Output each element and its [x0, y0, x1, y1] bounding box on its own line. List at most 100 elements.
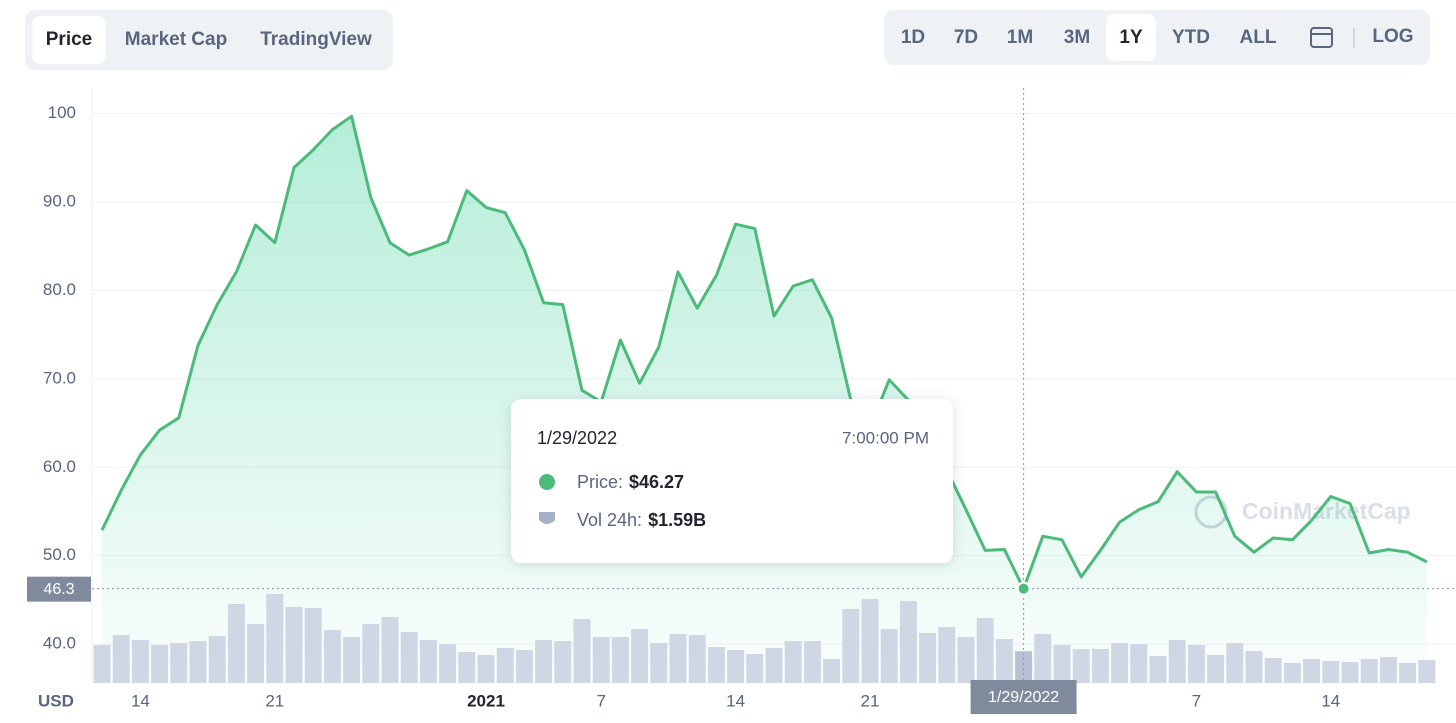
x-tick-label: 21 — [265, 691, 284, 710]
range-tab[interactable]: YTD — [1172, 27, 1210, 48]
volume-bar — [304, 608, 322, 683]
volume-bar — [1245, 651, 1263, 683]
volume-bar — [1168, 640, 1186, 683]
volume-bar — [1130, 644, 1148, 683]
view-tab[interactable]: TradingView — [260, 29, 372, 50]
range-tab[interactable]: ALL — [1240, 27, 1277, 48]
crosshair-label: 46.3 — [43, 581, 74, 598]
volume-bar — [1034, 634, 1052, 683]
x-hover-box — [970, 680, 1077, 714]
active-range — [1106, 14, 1156, 61]
volume-bar — [746, 654, 764, 683]
volume-bar — [1360, 659, 1378, 683]
tooltip-price-value: $46.27 — [629, 472, 684, 492]
volume-bar — [880, 629, 898, 683]
tooltip-date: 1/29/2022 — [537, 428, 617, 448]
volume-bar — [803, 641, 821, 683]
view-tabs — [25, 10, 393, 70]
volume-bar — [919, 633, 937, 683]
volume-bar — [247, 624, 265, 683]
volume-bar — [611, 637, 629, 683]
y-tick-label: 40.0 — [43, 634, 76, 653]
volume-bar — [592, 637, 610, 683]
y-tick-label: 90.0 — [43, 192, 76, 211]
volume-bar — [477, 655, 495, 683]
volume-bar — [515, 650, 533, 683]
volume-bar — [1399, 663, 1417, 683]
x-tick-label: 14 — [131, 691, 150, 710]
log-button[interactable]: LOG — [1372, 26, 1413, 47]
range-tab[interactable]: 1Y — [1119, 27, 1143, 48]
volume-bar — [400, 632, 418, 683]
range-tab[interactable]: 3M — [1064, 27, 1090, 48]
tooltip-vol-icon — [539, 512, 555, 524]
overlay: 1/29/2022 46.3 1/29/2022 7:00:00 PM Price: $4… — [27, 88, 1456, 714]
volume-bar — [362, 624, 380, 683]
volume-bar — [1072, 649, 1090, 683]
volume-bar — [227, 604, 245, 683]
volume-bar — [1207, 655, 1225, 683]
volume-bar — [765, 648, 783, 683]
x-tick-label: 7 — [1192, 691, 1201, 710]
volume-bar — [1283, 663, 1301, 683]
volume-bar — [727, 650, 745, 683]
tooltip — [511, 399, 953, 563]
volume-bar — [1015, 651, 1033, 683]
volume-bar — [112, 635, 130, 683]
volume-bar — [784, 641, 802, 683]
volume-bar — [343, 637, 361, 683]
volume-bar — [861, 599, 879, 683]
y-tick-label: 80.0 — [43, 280, 76, 299]
volume-bar — [631, 629, 649, 683]
calendar-icon[interactable] — [1310, 27, 1333, 48]
volume-bar — [1111, 643, 1129, 683]
volume-bar — [899, 601, 917, 683]
volume-bar — [1341, 662, 1359, 683]
volume-bar — [995, 639, 1013, 683]
volume-bar — [266, 594, 284, 683]
volume-bar — [1226, 643, 1244, 683]
crosshair-label-box — [27, 576, 91, 602]
y-tick-label: 70.0 — [43, 368, 76, 387]
volume-bar — [688, 635, 706, 683]
view-tab[interactable]: Price — [46, 29, 92, 50]
volume-bar — [957, 637, 975, 683]
x-tick-label: 7 — [596, 691, 605, 710]
volume-bar — [93, 645, 111, 683]
x-tick-label: 1/29/2022 — [988, 689, 1059, 706]
volume-bar — [381, 617, 399, 683]
volume-bar — [1322, 661, 1340, 683]
tooltip-vol-value: $1.59B — [648, 510, 706, 530]
x-tick-label: 14 — [726, 691, 745, 710]
volume-bar — [439, 644, 457, 683]
volume-bar — [131, 640, 149, 683]
y-tick-label: 50.0 — [43, 545, 76, 564]
range-tabs — [884, 10, 1430, 65]
volume-bar — [1303, 659, 1321, 683]
tooltip-vol: Vol 24h: $1.59B — [577, 510, 706, 530]
view-tab[interactable]: Market Cap — [125, 29, 227, 50]
volume-bar — [535, 640, 553, 683]
tooltip-price-dot — [539, 474, 555, 490]
volume-bar — [496, 648, 514, 683]
price-line — [100, 114, 1428, 591]
volume-bar — [1418, 660, 1436, 683]
y-tick-label: 60.0 — [43, 457, 76, 476]
y-tick-label: 100 — [48, 103, 76, 122]
volume-bar — [1379, 657, 1397, 683]
volume-bar — [554, 641, 572, 683]
range-tab[interactable]: 1M — [1007, 27, 1033, 48]
range-tab[interactable]: 1D — [901, 27, 925, 48]
x-tick-label: 14 — [1321, 691, 1340, 710]
volume-bar — [1149, 656, 1167, 683]
tooltip-time: 7:00:00 PM — [842, 428, 929, 447]
volume-bar — [938, 627, 956, 683]
volume-bar — [170, 643, 188, 683]
volume-bar — [419, 640, 437, 683]
volume-bar — [669, 634, 687, 683]
volume-bar — [1091, 649, 1109, 683]
volume-bar — [285, 607, 303, 683]
volume-bar — [151, 645, 169, 683]
range-tab[interactable]: 7D — [954, 27, 978, 48]
